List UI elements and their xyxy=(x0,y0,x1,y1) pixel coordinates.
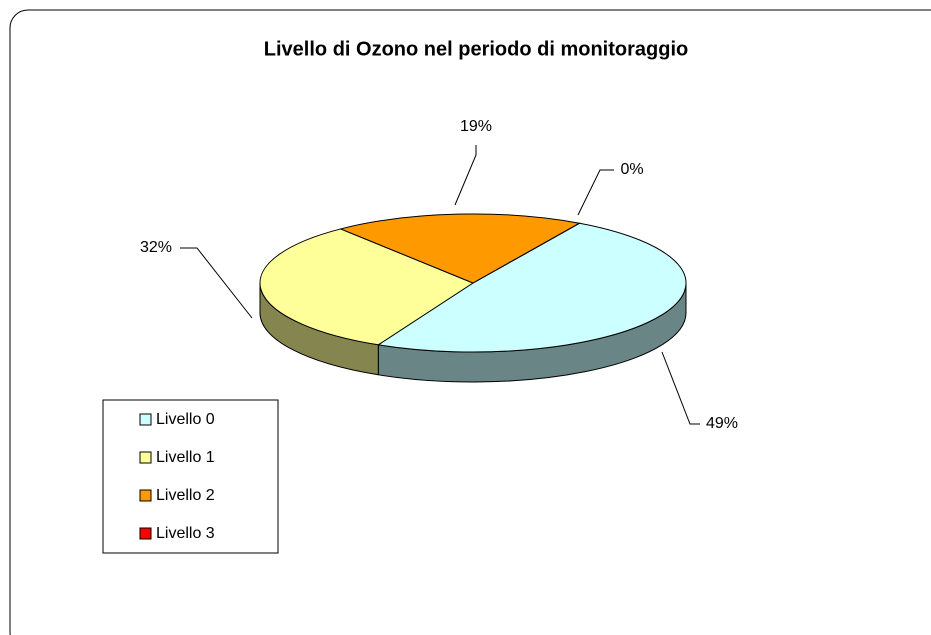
legend-label: Livello 0 xyxy=(156,411,215,428)
legend-label: Livello 1 xyxy=(156,449,215,466)
data-label: 32% xyxy=(140,239,172,256)
leader-line xyxy=(454,145,477,206)
legend-swatch xyxy=(139,451,152,464)
data-label: 19% xyxy=(460,118,492,135)
legend-box xyxy=(102,399,279,554)
slice xyxy=(259,228,475,346)
leader-line xyxy=(180,247,253,319)
leader-line xyxy=(577,169,614,216)
data-label: 49% xyxy=(706,415,738,432)
legend-swatch xyxy=(139,489,152,502)
legend-label: Livello 2 xyxy=(156,487,215,504)
legend-swatch xyxy=(139,527,152,540)
chart-title: Livello di Ozono nel periodo di monitora… xyxy=(264,38,688,60)
slice xyxy=(376,222,687,353)
legend-label: Livello 3 xyxy=(156,525,215,542)
leader-line xyxy=(661,351,700,425)
legend-swatch xyxy=(139,413,152,426)
slice xyxy=(472,222,580,284)
data-label: 0% xyxy=(620,161,643,178)
slice xyxy=(339,213,581,284)
